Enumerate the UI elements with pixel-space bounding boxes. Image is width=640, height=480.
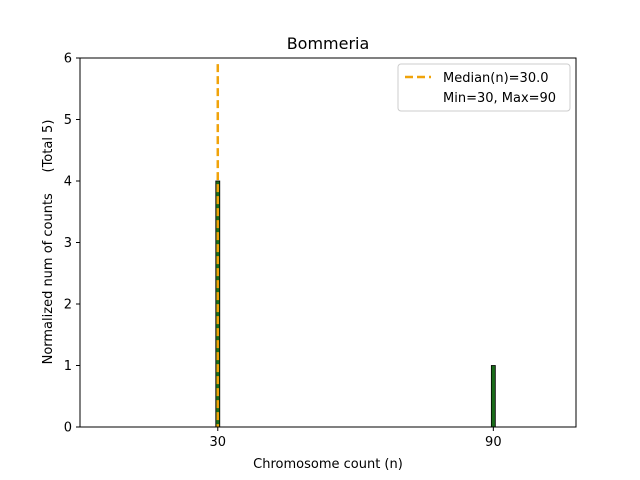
legend: Median(n)=30.0 Min=30, Max=90 — [397, 63, 571, 112]
x-tick-label-30: 30 — [210, 435, 227, 450]
y-tick-label-2: 2 — [64, 298, 72, 313]
legend-median-label: Median(n)=30.0 — [443, 71, 549, 86]
y-axis-label: Normalized num of counts (Total 5) — [41, 120, 56, 365]
y-tick-label-1: 1 — [64, 359, 72, 374]
plot-frame — [79, 57, 577, 428]
x-axis-label: Chromosome count (n) — [253, 457, 403, 472]
y-tick-label-5: 5 — [64, 113, 72, 128]
legend-minmax-label: Min=30, Max=90 — [443, 91, 556, 106]
y-tick-label-3: 3 — [64, 236, 72, 251]
y-tick-label-0: 0 — [64, 421, 72, 436]
x-tick-label-90: 90 — [485, 435, 502, 450]
x-axis: 30 90 — [210, 427, 502, 450]
bar-90 — [490, 365, 496, 428]
y-tick-label-4: 4 — [64, 175, 72, 190]
y-axis: 0 1 2 3 4 5 6 — [64, 52, 80, 436]
bar-layer — [215, 180, 496, 428]
chart-title: Bommeria — [287, 34, 370, 53]
legend-box — [397, 63, 571, 112]
y-tick-label-6: 6 — [64, 52, 72, 67]
